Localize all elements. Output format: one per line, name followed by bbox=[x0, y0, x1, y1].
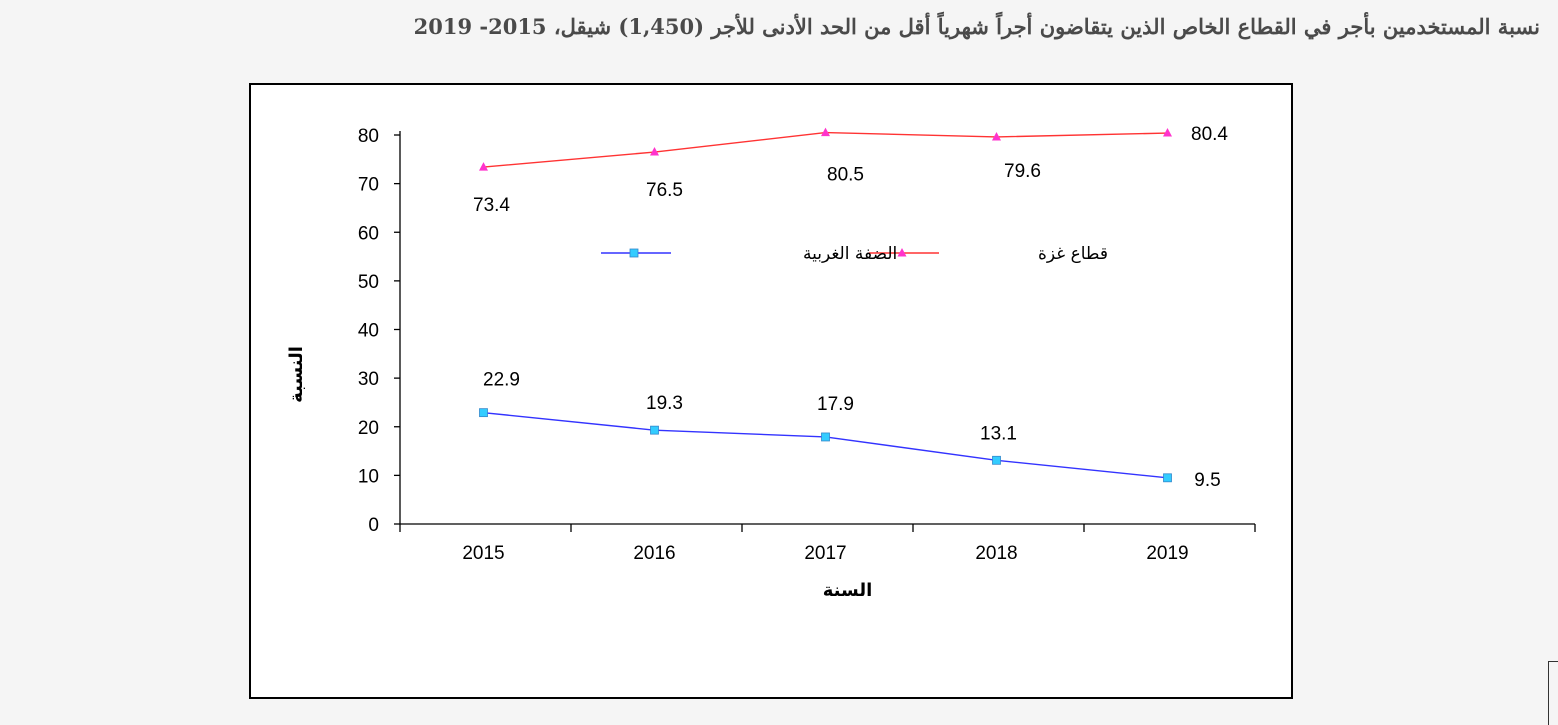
data-label: 9.5 bbox=[1194, 470, 1220, 491]
data-label: 22.9 bbox=[483, 370, 520, 391]
data-point bbox=[650, 147, 659, 156]
x-tick-label: 2019 bbox=[1146, 543, 1188, 564]
y-tick-label: 80 bbox=[358, 126, 379, 147]
x-tick-label: 2015 bbox=[462, 543, 504, 564]
data-point bbox=[1163, 128, 1172, 137]
y-tick-label: 20 bbox=[358, 418, 379, 439]
data-label: 73.4 bbox=[473, 195, 510, 216]
x-tick-label: 2018 bbox=[975, 543, 1017, 564]
series-line-0 bbox=[483, 411, 1168, 479]
data-point bbox=[992, 131, 1001, 141]
x-axis-title: السنة bbox=[823, 580, 873, 601]
data-point bbox=[479, 162, 488, 171]
data-label: 79.6 bbox=[1004, 161, 1041, 182]
y-tick-label: 40 bbox=[358, 321, 379, 342]
legend-marker bbox=[897, 248, 907, 257]
y-tick-label: 50 bbox=[358, 272, 379, 293]
legend-marker bbox=[629, 248, 639, 258]
line-chart: 0 10 20 30 40 50 60 70 80 2015 2016 2017 2018 2019 الس… bbox=[286, 124, 1256, 601]
data-label: 80.5 bbox=[827, 165, 864, 186]
data-label: 19.3 bbox=[646, 393, 683, 414]
data-label: 80.4 bbox=[1191, 124, 1228, 145]
legend-label: الضفة الغربية bbox=[803, 244, 897, 264]
series-line-1 bbox=[483, 131, 1168, 168]
data-point bbox=[992, 455, 1001, 465]
legend-label: قطاع غزة bbox=[1038, 244, 1108, 264]
chart-frame: 0 10 20 30 40 50 60 70 80 2015 2016 2017 2018 2019 الس… bbox=[249, 83, 1293, 699]
data-point bbox=[821, 432, 830, 442]
page-title: نسبة المستخدمين بأجر في القطاع الخاص الذ… bbox=[413, 14, 1540, 39]
data-point bbox=[479, 408, 488, 418]
y-tick-label: 0 bbox=[368, 515, 379, 536]
y-tick-label: 30 bbox=[358, 369, 379, 390]
scroll-edge bbox=[1548, 661, 1558, 725]
data-point bbox=[1163, 473, 1172, 483]
y-tick-label: 60 bbox=[358, 223, 379, 244]
data-label: 76.5 bbox=[646, 180, 683, 201]
data-label: 13.1 bbox=[980, 423, 1017, 444]
data-point bbox=[650, 425, 659, 435]
y-tick-label: 70 bbox=[358, 175, 379, 196]
data-point bbox=[821, 127, 830, 137]
x-tick-label: 2017 bbox=[804, 543, 846, 564]
y-axis-title: النسبة bbox=[286, 346, 307, 403]
y-tick-label: 10 bbox=[358, 466, 379, 487]
x-tick-label: 2016 bbox=[633, 543, 675, 564]
data-label: 17.9 bbox=[817, 394, 854, 415]
